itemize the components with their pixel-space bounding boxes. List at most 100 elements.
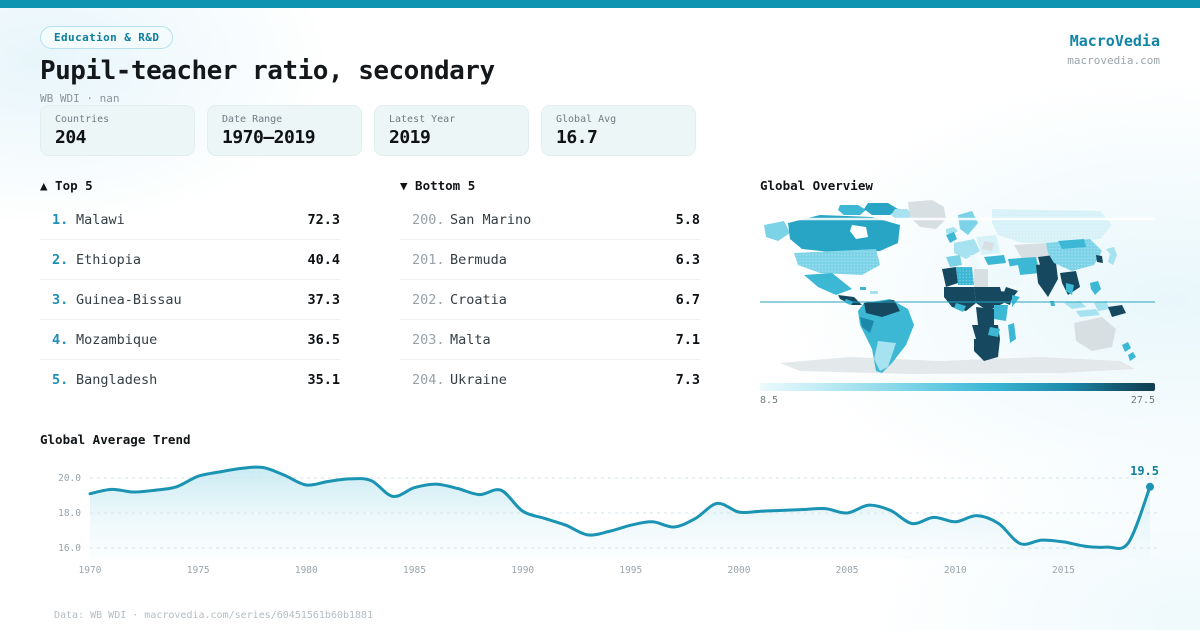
map-region-argentina <box>874 341 896 371</box>
stat-label: Countries <box>55 114 110 125</box>
country-value: 37.3 <box>307 291 340 308</box>
map-region-arctic-islands <box>838 205 866 215</box>
header: Education & R&D Pupil-teacher ratio, sec… <box>40 26 495 105</box>
stat-value: 16.7 <box>556 127 598 148</box>
colorbar-min-label: 8.5 <box>760 395 779 406</box>
country-value: 40.4 <box>307 251 340 268</box>
country-value: 5.8 <box>675 211 700 228</box>
list-item: 204. Ukraine 7.3 <box>400 360 700 400</box>
rank: 2. <box>52 251 69 268</box>
trend-x-tick-label: 1975 <box>187 565 210 576</box>
list-item: 3. Guinea-Bissau 37.3 <box>40 280 340 320</box>
map-colorbar <box>760 383 1155 391</box>
rank: 3. <box>52 291 69 308</box>
trend-endpoint-dot <box>1146 482 1154 491</box>
map-region-antarctica <box>780 357 1135 374</box>
country-name: Malta <box>450 331 491 348</box>
trend-line <box>88 465 1152 550</box>
map-region-australia <box>1074 317 1116 351</box>
trend-area-fill <box>90 467 1150 559</box>
country-value: 6.3 <box>675 251 700 268</box>
stat-card-global-avg: Global Avg 16.7 <box>541 105 696 156</box>
trend-x-tick-label: 1970 <box>79 565 102 576</box>
trend-x-tick-label: 1985 <box>403 565 426 576</box>
rank: 1. <box>52 211 69 228</box>
map-region-myanmar-indochina <box>1060 271 1080 295</box>
country-name: Ukraine <box>450 372 507 388</box>
page-title: Pupil-teacher ratio, secondary <box>40 56 495 86</box>
list-item: 4. Mozambique 36.5 <box>40 320 340 360</box>
global-overview-section: Global Overview <box>760 178 1155 406</box>
map-region-morocco <box>942 267 958 287</box>
map-region-arctic-islands <box>891 209 913 219</box>
list-item: 1. Malawi 72.3 <box>40 200 340 240</box>
map-region-uk <box>946 232 957 243</box>
top5-header: ▲ Top 5 <box>40 178 93 193</box>
map-region-korea <box>1096 255 1103 263</box>
page-subtitle: WB WDI · nan <box>40 92 120 105</box>
rank: 4. <box>52 331 69 348</box>
map-region-kazakhstan <box>1014 243 1050 259</box>
country-name: San Marino <box>450 211 532 228</box>
rank: 202. <box>412 291 445 308</box>
map-region-west-europe <box>954 239 980 259</box>
list-item: 5. Bangladesh 35.1 <box>40 360 340 400</box>
country-value: 6.7 <box>675 291 700 308</box>
map-region-alaska <box>764 221 790 241</box>
stat-card-latest-year: Latest Year 2019 <box>374 105 529 156</box>
map-region-scandinavia <box>958 211 978 235</box>
country-value: 7.1 <box>675 331 700 348</box>
map-region-drc <box>976 307 994 325</box>
map-region-russia-texture <box>992 209 1112 243</box>
stat-label: Date Range <box>222 114 283 125</box>
stat-label: Latest Year <box>389 114 456 125</box>
country-name: Bermuda <box>450 251 507 268</box>
map-region-china-texture <box>1046 239 1102 271</box>
map-region-iberia <box>946 255 962 267</box>
country-value: 36.5 <box>307 331 340 348</box>
top-accent-bar <box>0 0 1200 8</box>
trend-endpoint-label: 19.5 <box>1130 464 1159 478</box>
map-region-ghana <box>954 303 966 312</box>
rank: 204. <box>412 372 445 388</box>
rank: 200. <box>412 211 445 228</box>
map-region-india <box>1036 263 1058 297</box>
map-region-yemen <box>1004 287 1018 296</box>
map-region-hudson-bay <box>850 225 868 239</box>
stat-value: 2019 <box>389 127 431 148</box>
trend-y-tick-label: 16.0 <box>58 543 81 554</box>
list-item: 201. Bermuda 6.3 <box>400 240 700 280</box>
trend-x-tick-label: 1980 <box>295 565 318 576</box>
trend-x-tick-label: 1995 <box>619 565 642 576</box>
country-name: Malawi <box>76 211 125 228</box>
colorbar-max-label: 27.5 <box>1130 395 1155 406</box>
map-region-madagascar <box>1008 323 1016 343</box>
list-item: 203. Malta 7.1 <box>400 320 700 360</box>
map-title: Global Overview <box>760 178 873 193</box>
map-region-new-zealand-south <box>1128 352 1136 361</box>
map-region-egypt <box>988 269 1000 287</box>
stat-card-date-range: Date Range 1970—2019 <box>207 105 362 156</box>
trend-x-tick-label: 2010 <box>944 565 967 576</box>
country-name: Guinea-Bissau <box>76 291 182 308</box>
map-region-sulawesi <box>1094 301 1110 311</box>
map-region-mongolia <box>1058 239 1086 249</box>
stats-row: Countries 204 Date Range 1970—2019 Lates… <box>40 105 696 156</box>
country-value: 35.1 <box>307 372 340 388</box>
map-region-philippines <box>1090 281 1101 295</box>
trend-y-tick-label: 18.0 <box>58 508 81 519</box>
list-item: 200. San Marino 5.8 <box>400 200 700 240</box>
stat-value: 204 <box>55 127 87 148</box>
map-region-japan <box>1106 247 1117 265</box>
map-region-java-borneo <box>1076 309 1100 317</box>
map-region-caribbean <box>860 287 866 290</box>
map-region-somalia <box>1012 295 1020 307</box>
map-region-iceland <box>946 227 958 235</box>
top5-list: ▲ Top 5 1. Malawi 72.3 2. Ethiopia 40.4 … <box>40 178 340 400</box>
map-region-colombia-venezuela <box>864 300 900 317</box>
trend-x-tick-label: 2005 <box>836 565 859 576</box>
map-region-new-zealand-north <box>1122 342 1131 352</box>
trend-x-tick-label: 2000 <box>728 565 751 576</box>
list-item: 202. Croatia 6.7 <box>400 280 700 320</box>
trend-section: Global Average Trend 20.0 18.0 16.0 1970 197… <box>40 432 1160 579</box>
